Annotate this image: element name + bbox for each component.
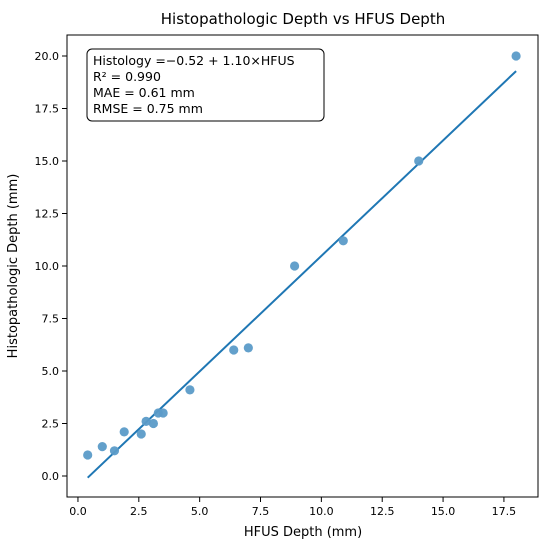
data-point <box>97 442 107 452</box>
x-axis: 0.0 2.5 5.0 7.5 10.0 12.5 15.0 17.5 <box>69 497 516 518</box>
data-point <box>83 450 93 460</box>
annotation-equation: Histology =−0.52 + 1.10×HFUS <box>93 53 295 68</box>
y-tick-label: 17.5 <box>35 103 60 116</box>
y-tick-label: 10.0 <box>35 260 60 273</box>
y-tick-label: 12.5 <box>35 208 60 221</box>
data-point <box>158 408 168 418</box>
x-tick-label: 2.5 <box>130 505 148 518</box>
x-tick-label: 7.5 <box>252 505 270 518</box>
annotation-r2: R² = 0.990 <box>93 69 161 84</box>
y-tick-label: 2.5 <box>42 418 60 431</box>
y-tick-label: 15.0 <box>35 155 60 168</box>
y-axis: 0.0 2.5 5.0 7.5 10.0 12.5 15.0 17.5 20.0 <box>35 50 67 483</box>
data-point <box>338 236 348 246</box>
stats-annotation: Histology =−0.52 + 1.10×HFUS R² = 0.990 … <box>86 48 325 122</box>
data-point <box>185 385 195 395</box>
data-point <box>511 51 521 61</box>
data-point <box>119 427 129 437</box>
data-points <box>83 51 521 460</box>
y-axis-label: Histopathologic Depth (mm) <box>6 174 21 359</box>
data-point <box>414 156 424 166</box>
annotation-box <box>86 48 325 122</box>
annotation-mae: MAE = 0.61 mm <box>93 85 195 100</box>
x-tick-label: 5.0 <box>191 505 209 518</box>
data-point <box>243 343 253 353</box>
data-point <box>109 446 120 456</box>
x-tick-label: 10.0 <box>309 505 334 518</box>
y-tick-label: 7.5 <box>42 313 60 326</box>
x-tick-label: 15.0 <box>431 505 456 518</box>
data-point <box>148 418 159 429</box>
annotation-rmse: RMSE = 0.75 mm <box>93 101 203 116</box>
y-tick-label: 5.0 <box>42 365 60 378</box>
data-point <box>289 261 300 271</box>
chart-title: Histopathologic Depth vs HFUS Depth <box>161 10 445 28</box>
data-point <box>229 345 239 355</box>
x-axis-label: HFUS Depth (mm) <box>244 525 362 540</box>
y-tick-label: 0.0 <box>42 470 60 483</box>
x-tick-label: 17.5 <box>492 505 517 518</box>
data-point <box>136 429 146 439</box>
data-point <box>141 416 151 426</box>
y-tick-label: 20.0 <box>35 50 60 63</box>
x-tick-label: 0.0 <box>69 505 87 518</box>
regression-line <box>87 70 517 479</box>
x-tick-label: 12.5 <box>370 505 395 518</box>
